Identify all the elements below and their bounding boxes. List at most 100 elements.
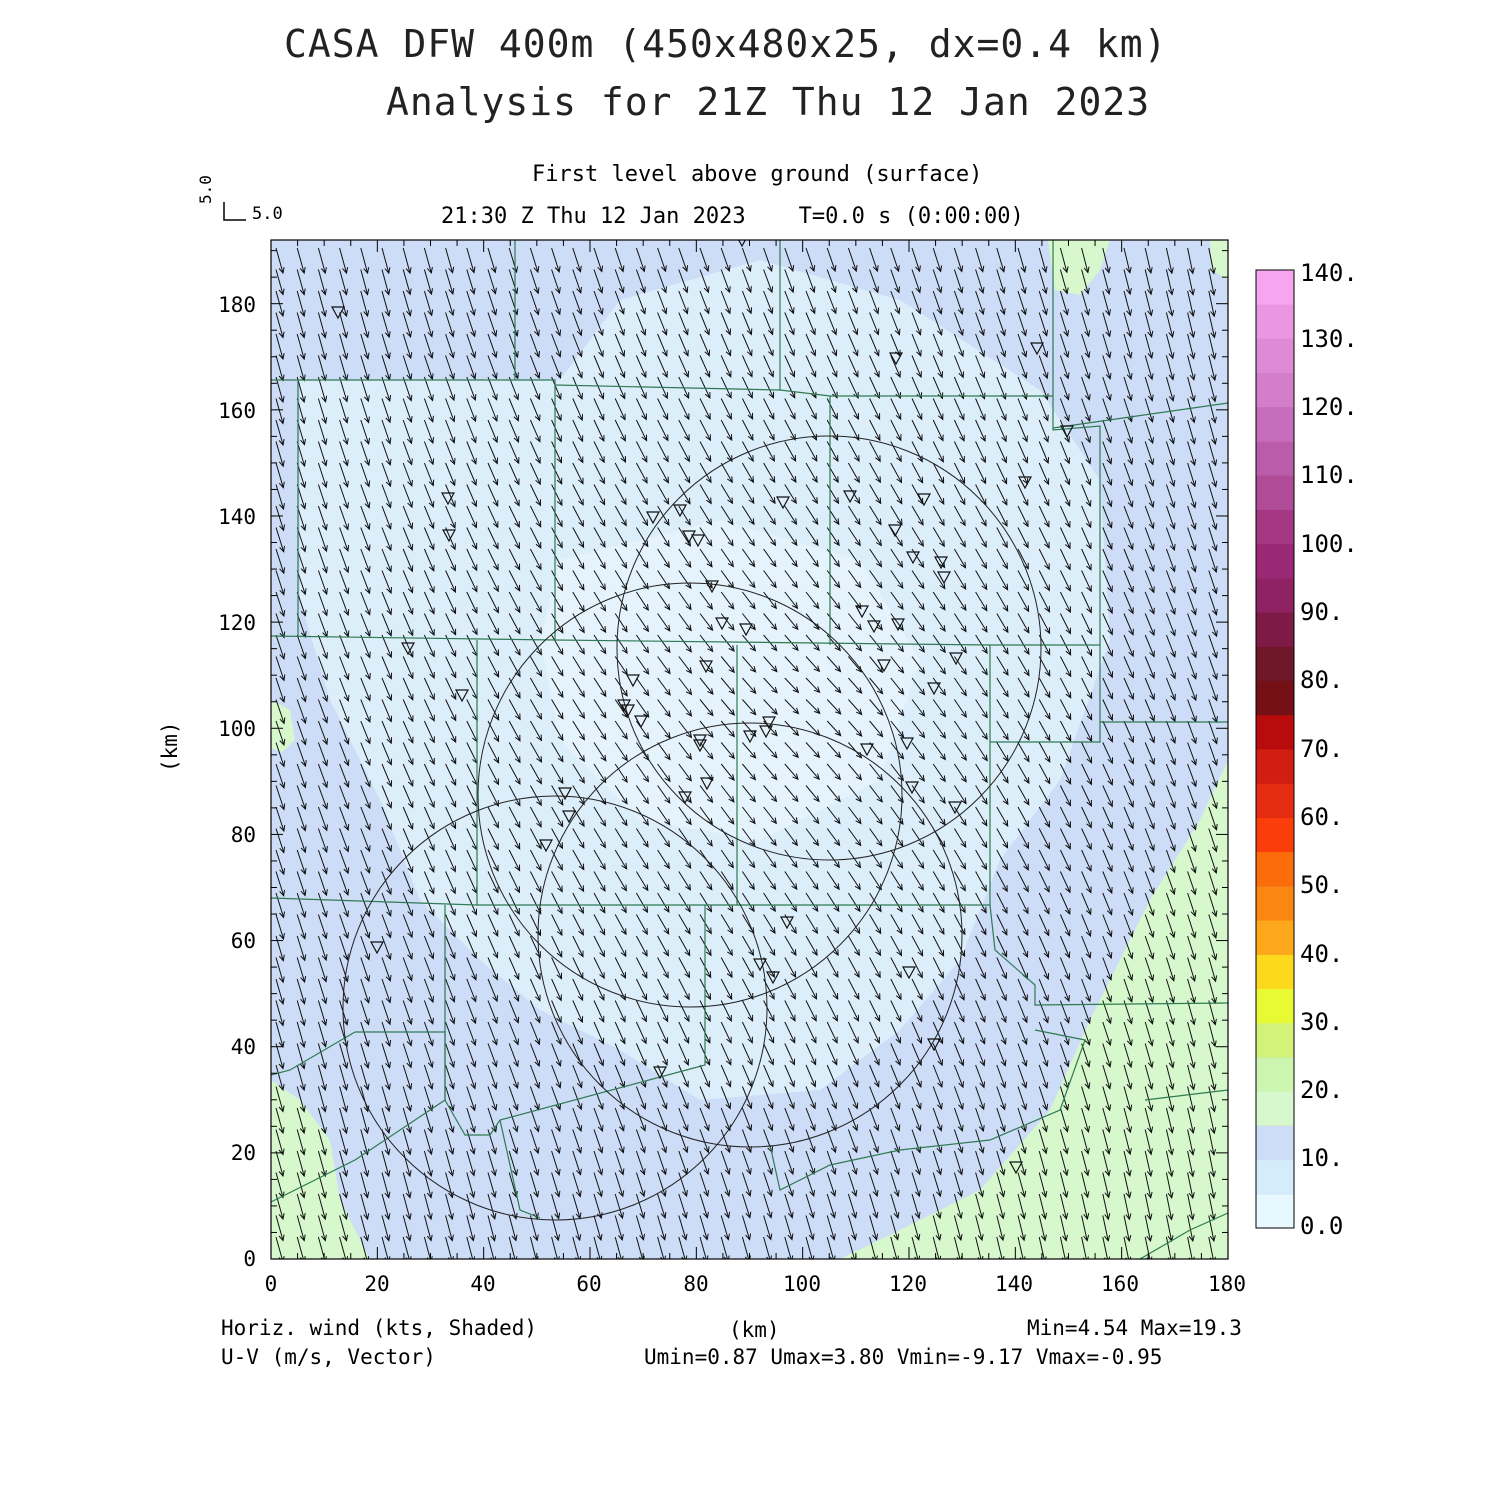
- station-marker: [441, 529, 457, 543]
- wind-vector: [763, 527, 777, 547]
- wind-vector: [339, 591, 350, 617]
- wind-vector: [635, 763, 650, 783]
- wind-vector: [360, 957, 371, 983]
- wind-vector: [890, 1172, 900, 1198]
- wind-vector: [1165, 355, 1175, 381]
- wind-vector: [826, 720, 842, 737]
- wind-vector: [1038, 1107, 1048, 1133]
- wind-vector: [487, 312, 498, 338]
- wind-vector: [529, 527, 542, 550]
- wind-vector: [423, 892, 435, 917]
- wind-vector: [529, 849, 542, 872]
- wind-vector: [890, 462, 903, 484]
- colorbar-label: 130.: [1300, 325, 1358, 353]
- wind-vector: [445, 1215, 454, 1242]
- wind-vector: [784, 656, 799, 673]
- wind-vector: [275, 1236, 285, 1259]
- wind-vector: [657, 1043, 668, 1067]
- wind-vector: [1144, 871, 1155, 895]
- wind-vector: [975, 591, 988, 612]
- wind-vector: [614, 1043, 626, 1067]
- wind-vector: [720, 419, 733, 442]
- wind-vector: [360, 699, 371, 724]
- wind-vector: [826, 269, 837, 294]
- wind-vector: [1144, 247, 1153, 275]
- colorbar-label: 20.: [1300, 1076, 1344, 1104]
- wind-vector: [1017, 355, 1028, 379]
- wind-vector: [869, 785, 883, 803]
- wind-vector: [339, 849, 350, 875]
- colorbar-swatch: [1256, 1091, 1294, 1126]
- wind-vector: [296, 1000, 306, 1027]
- wind-vector: [699, 720, 714, 738]
- station-marker: [690, 534, 706, 548]
- wind-vector: [614, 484, 627, 506]
- wind-vector: [1208, 656, 1218, 681]
- wind-vector: [1165, 871, 1176, 896]
- wind-vector: [953, 505, 966, 527]
- wind-vector: [1102, 763, 1113, 786]
- wind-vector: [741, 1150, 752, 1176]
- wind-vector: [975, 527, 987, 548]
- wind-vector: [487, 849, 499, 872]
- wind-vector: [742, 634, 757, 652]
- wind-vector: [1144, 312, 1154, 338]
- wind-vector: [1102, 1043, 1112, 1068]
- wind-vector: [572, 1129, 582, 1154]
- wind-vector: [1165, 1107, 1175, 1134]
- wind-vector: [869, 656, 884, 674]
- wind-vector: [1038, 742, 1051, 763]
- wind-vector: [381, 247, 391, 275]
- wind-vector: [339, 441, 349, 467]
- range-ring: [537, 722, 963, 1148]
- wind-vector: [339, 1043, 349, 1070]
- wind-vector: [826, 892, 840, 913]
- wind-vector: [593, 333, 604, 358]
- wind-vector: [784, 849, 798, 869]
- wind-vector: [784, 613, 799, 631]
- wind-vector: [572, 914, 584, 936]
- wind-vector: [975, 247, 985, 273]
- wind-vector: [402, 914, 413, 939]
- wind-vector: [593, 505, 606, 527]
- wind-vector: [360, 849, 371, 874]
- wind-vector: [1081, 1150, 1090, 1177]
- wind-vector: [466, 1021, 477, 1047]
- wind-vector: [445, 871, 456, 895]
- station-marker: [761, 716, 777, 730]
- wind-vector: [1208, 785, 1218, 810]
- wind-vector: [487, 527, 499, 550]
- colorbar-label: 140.: [1300, 259, 1358, 287]
- colorbar-frame: [1255, 269, 1295, 1229]
- wind-vector: [826, 247, 837, 273]
- wind-vector: [678, 1000, 690, 1023]
- wind-vector: [953, 978, 965, 1001]
- wind-vector: [1187, 269, 1195, 296]
- wind-vector: [508, 462, 520, 486]
- wind-vector: [911, 1172, 921, 1198]
- wind-vector: [720, 1000, 732, 1023]
- wind-vector: [890, 247, 900, 273]
- wind-vector: [445, 333, 455, 359]
- high-wind-region-southeast: [840, 760, 1228, 1259]
- wind-vector: [763, 419, 775, 441]
- wind-vector: [466, 419, 477, 444]
- wind-vector: [445, 1000, 456, 1025]
- wind-vector: [487, 677, 500, 700]
- wind-vector: [720, 634, 735, 653]
- wind-vector: [911, 333, 922, 357]
- wind-vector: [423, 591, 435, 615]
- wind-vector: [720, 957, 733, 979]
- wind-vector: [1187, 1107, 1196, 1135]
- wind-vector: [1165, 570, 1176, 594]
- wind-vector: [466, 527, 478, 550]
- wind-vector: [614, 1021, 626, 1045]
- wind-vector: [657, 462, 669, 484]
- wind-vector: [1059, 849, 1071, 872]
- wind-vector: [911, 462, 924, 484]
- wind-vector: [741, 355, 753, 378]
- wind-vector: [339, 1064, 349, 1092]
- wind-vector: [593, 828, 607, 849]
- wind-vector: [1144, 699, 1155, 722]
- wind-vector: [953, 548, 967, 569]
